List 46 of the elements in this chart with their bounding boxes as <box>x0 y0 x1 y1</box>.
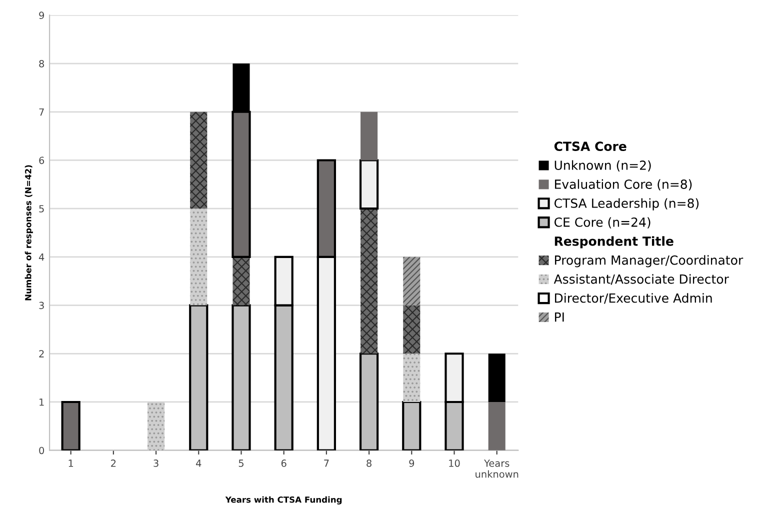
legend-label: Program Manager/Coordinator <box>555 255 744 268</box>
bar <box>488 354 506 402</box>
x-tick-label: 2 <box>111 460 116 467</box>
bar <box>359 159 379 210</box>
y-axis-title: Number of responses (N=42) <box>24 165 33 300</box>
bar <box>488 402 506 450</box>
bar <box>403 305 420 354</box>
y-tick-label: 8 <box>39 60 44 68</box>
legend-label: Unknown (n=2) <box>554 160 651 172</box>
x-tick-label: 5 <box>238 460 244 467</box>
y-tick-label: 5 <box>39 205 44 212</box>
bar <box>232 256 250 306</box>
legend-label: Evaluation Core (n=8) <box>555 179 692 190</box>
bar <box>61 400 80 450</box>
bar <box>360 208 378 354</box>
y-tick-label: 9 <box>39 12 44 20</box>
y-tick-label: 7 <box>39 108 44 116</box>
x-tick-label: 8 <box>366 460 372 467</box>
x-axis-title: Years with CTSA Funding <box>225 496 342 504</box>
y-tick-label: 1 <box>40 398 44 406</box>
x-tick-label: 6 <box>281 460 286 467</box>
x-tick-label: 1 <box>68 460 74 467</box>
legend-label: Assistant/Associate Director <box>554 274 729 285</box>
bar <box>190 112 208 209</box>
text: CTSA Core <box>554 142 626 152</box>
x-tick-label: 7 <box>324 460 329 467</box>
bar <box>403 256 420 306</box>
x-tick-label: 4 <box>196 460 202 467</box>
y-tick-label: 3 <box>39 302 44 310</box>
x-tick-label: 10 <box>449 460 460 467</box>
x-tick-label: 9 <box>409 460 414 467</box>
y-tick-label: 2 <box>39 350 44 358</box>
x-tick-label: 3 <box>154 460 158 467</box>
legend-label: CE Core (n=24) <box>554 217 650 228</box>
bar <box>148 402 165 450</box>
legend-label: CTSA Leadership (n=8) <box>554 198 699 210</box>
legend-label: Director/Executive Admin <box>555 293 712 304</box>
text: Respondent Title <box>554 236 674 248</box>
x-tick-label: Years unknown <box>476 460 518 478</box>
bar <box>360 112 378 160</box>
y-tick-label: 0 <box>39 446 44 454</box>
bar <box>190 208 208 306</box>
legend-label: PI <box>555 312 564 322</box>
y-tick-label: 4 <box>38 254 44 261</box>
bar <box>403 354 420 402</box>
y-tick-label: 6 <box>39 156 44 164</box>
